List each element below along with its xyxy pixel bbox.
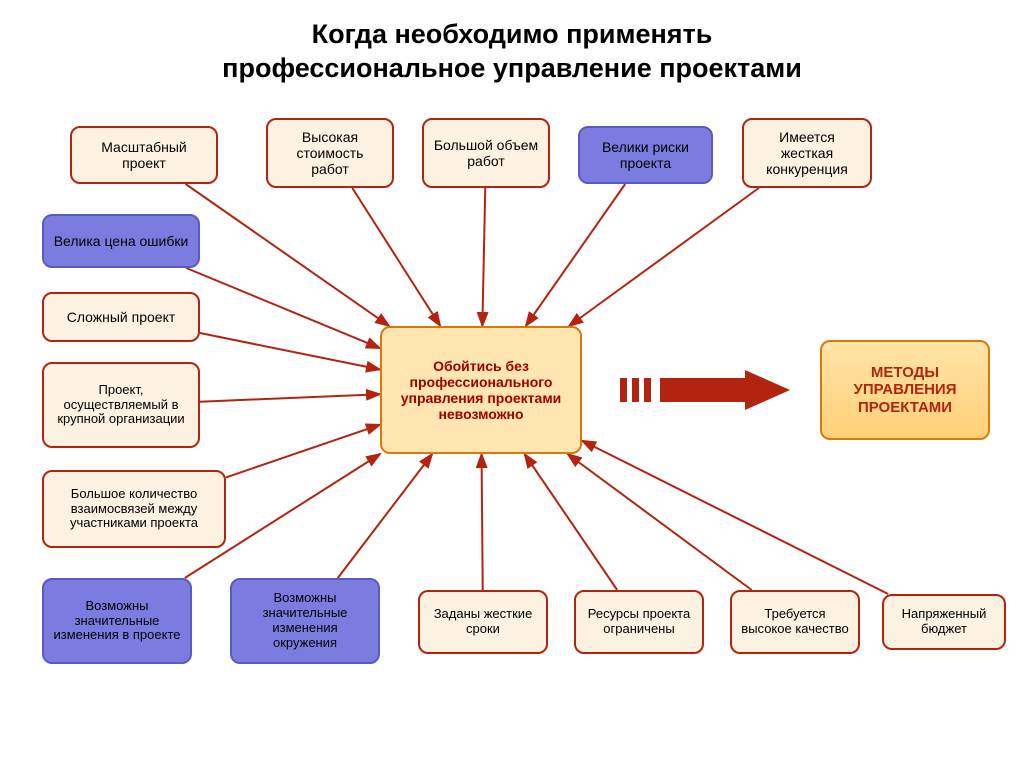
node-result: МЕТОДЫ УПРАВЛЕНИЯ ПРОЕКТАМИ	[820, 340, 990, 440]
node-bot4: Требуется высокое качество	[730, 590, 860, 654]
node-bot2: Заданы жесткие сроки	[418, 590, 548, 654]
big-arrow-icon	[620, 370, 790, 415]
node-top2: Высокая стоимость работ	[266, 118, 394, 188]
node-top1: Масштабный проект	[70, 126, 218, 184]
node-left3: Проект, осуществляемый в крупной организ…	[42, 362, 200, 448]
title-line1: Когда необходимо применять	[0, 18, 1024, 52]
title-line2: профессиональное управление проектами	[0, 52, 1024, 86]
node-left1: Велика цена ошибки	[42, 214, 200, 268]
node-left4: Большое количество взаимосвязей между уч…	[42, 470, 226, 548]
page-title: Когда необходимо применять профессиональ…	[0, 18, 1024, 86]
node-bot1: Возможны значительные изменения окружени…	[230, 578, 380, 664]
node-top4: Велики риски проекта	[578, 126, 713, 184]
node-bot3: Ресурсы проекта ограничены	[574, 590, 704, 654]
node-bot5: Напряженный бюджет	[882, 594, 1006, 650]
node-center: Обойтись без профессионального управлени…	[380, 326, 582, 454]
node-top3: Большой объем работ	[422, 118, 550, 188]
node-left5: Возможны значительные изменения в проект…	[42, 578, 192, 664]
node-top5: Имеется жесткая конкуренция	[742, 118, 872, 188]
node-left2: Сложный проект	[42, 292, 200, 342]
